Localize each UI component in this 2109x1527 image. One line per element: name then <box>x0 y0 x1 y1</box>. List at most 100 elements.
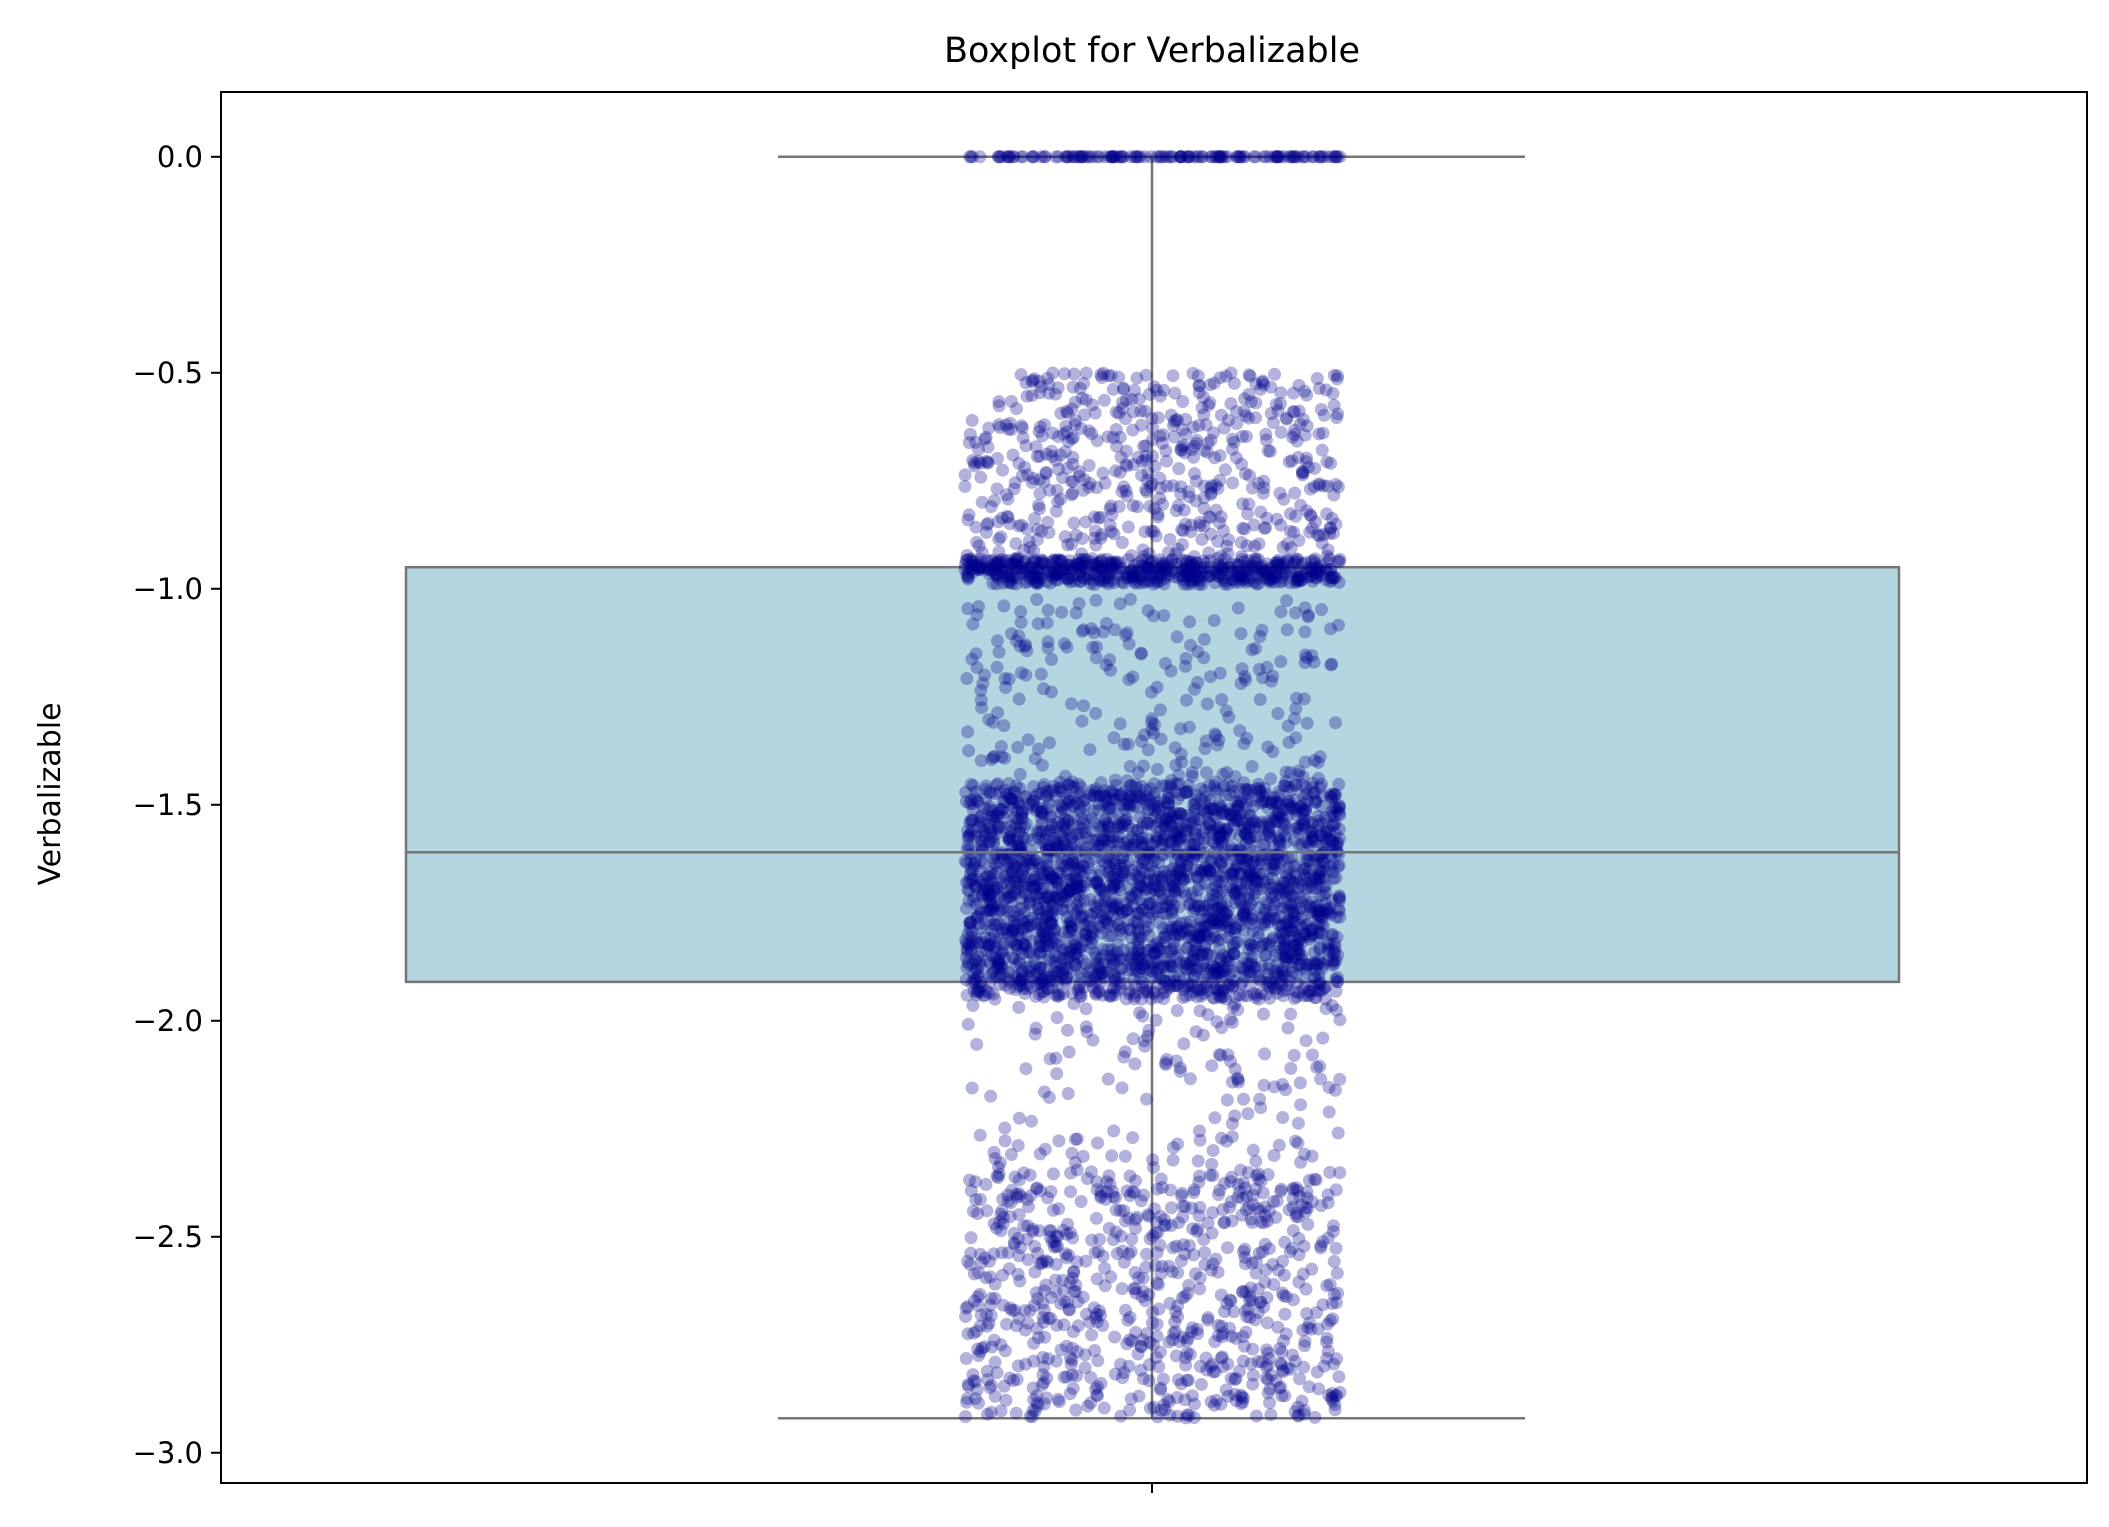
strip-point <box>1304 483 1317 496</box>
strip-point <box>1127 973 1140 986</box>
strip-point <box>1052 1393 1065 1406</box>
strip-point <box>1292 959 1305 972</box>
strip-point <box>993 978 1006 991</box>
strip-point <box>1127 1032 1140 1045</box>
strip-point <box>1188 793 1201 806</box>
strip-point <box>1017 150 1030 163</box>
strip-point <box>1287 150 1300 163</box>
strip-point <box>1330 411 1343 424</box>
strip-point <box>1294 1098 1307 1111</box>
strip-point <box>1290 990 1303 1003</box>
strip-point <box>1089 407 1102 420</box>
strip-point <box>1124 1170 1137 1183</box>
strip-point <box>1180 694 1193 707</box>
strip-point <box>1215 693 1228 706</box>
strip-point <box>1175 748 1188 761</box>
strip-point <box>991 661 1004 674</box>
strip-point <box>1312 427 1325 440</box>
strip-point <box>965 778 978 791</box>
strip-point <box>1315 603 1328 616</box>
strip-point <box>1280 766 1293 779</box>
strip-point <box>999 1134 1012 1147</box>
strip-point <box>1291 435 1304 448</box>
strip-point <box>1255 1355 1268 1368</box>
strip-point <box>1195 1378 1208 1391</box>
strip-point <box>984 1090 997 1103</box>
strip-point <box>1284 1062 1297 1075</box>
strip-point <box>1333 555 1346 568</box>
strip-point <box>1234 813 1247 826</box>
strip-point <box>1166 923 1179 936</box>
strip-point <box>1263 1242 1276 1255</box>
strip-point <box>1000 788 1013 801</box>
strip-point <box>1146 1153 1159 1166</box>
strip-point <box>1122 521 1135 534</box>
strip-point <box>1243 965 1256 978</box>
strip-point <box>1333 892 1346 905</box>
strip-point <box>992 515 1005 528</box>
strip-point <box>1236 1330 1249 1343</box>
strip-point <box>1098 1402 1111 1415</box>
strip-point <box>1200 766 1213 779</box>
strip-point <box>983 888 996 901</box>
strip-point <box>963 938 976 951</box>
strip-point <box>1051 1011 1064 1024</box>
strip-point <box>1038 418 1051 431</box>
strip-point <box>1290 939 1303 952</box>
strip-point <box>1306 1049 1319 1062</box>
strip-point <box>1079 1361 1092 1374</box>
strip-point <box>1042 604 1055 617</box>
strip-point <box>1177 1037 1190 1050</box>
strip-point <box>1260 566 1273 579</box>
strip-point <box>1066 1272 1079 1285</box>
strip-point <box>975 701 988 714</box>
strip-point <box>1123 1360 1136 1373</box>
strip-point <box>1241 1107 1254 1120</box>
strip-point <box>1299 805 1312 818</box>
strip-point <box>1147 525 1160 538</box>
strip-point <box>1107 1124 1120 1137</box>
strip-point <box>1089 525 1102 538</box>
strip-point <box>1250 1267 1263 1280</box>
strip-point <box>1236 522 1249 535</box>
strip-point <box>1298 1339 1311 1352</box>
strip-point <box>1197 651 1210 664</box>
strip-point <box>1209 727 1222 740</box>
strip-point <box>1019 1062 1032 1075</box>
strip-point <box>1154 150 1167 163</box>
strip-point <box>959 468 972 481</box>
strip-point <box>1009 811 1022 824</box>
strip-point <box>969 853 982 866</box>
strip-point <box>1233 724 1246 737</box>
strip-point <box>995 1224 1008 1237</box>
strip-point <box>1191 871 1204 884</box>
strip-point <box>1054 493 1067 506</box>
strip-point <box>1300 1283 1313 1296</box>
strip-point <box>1108 1331 1121 1344</box>
strip-point <box>1000 419 1013 432</box>
strip-point <box>1203 510 1216 523</box>
strip-point <box>1329 150 1342 163</box>
strip-point <box>1098 394 1111 407</box>
strip-point <box>980 1204 993 1217</box>
strip-point <box>1065 1358 1078 1371</box>
strip-point <box>1005 1148 1018 1161</box>
strip-point <box>1257 475 1270 488</box>
strip-point <box>1313 1060 1326 1073</box>
strip-point <box>1114 717 1127 730</box>
strip-point <box>1114 597 1127 610</box>
strip-point <box>1105 1149 1118 1162</box>
strip-point <box>1045 1185 1058 1198</box>
strip-point <box>1236 662 1249 675</box>
strip-point <box>1235 1389 1248 1402</box>
strip-point <box>1192 1155 1205 1168</box>
strip-point <box>961 1300 974 1313</box>
strip-point <box>1017 431 1030 444</box>
strip-point <box>1260 150 1273 163</box>
strip-point <box>1277 493 1290 506</box>
strip-point <box>966 414 979 427</box>
strip-point <box>1236 497 1249 510</box>
strip-point <box>1152 1278 1165 1291</box>
strip-point <box>1098 1262 1111 1275</box>
strip-point <box>1157 384 1170 397</box>
